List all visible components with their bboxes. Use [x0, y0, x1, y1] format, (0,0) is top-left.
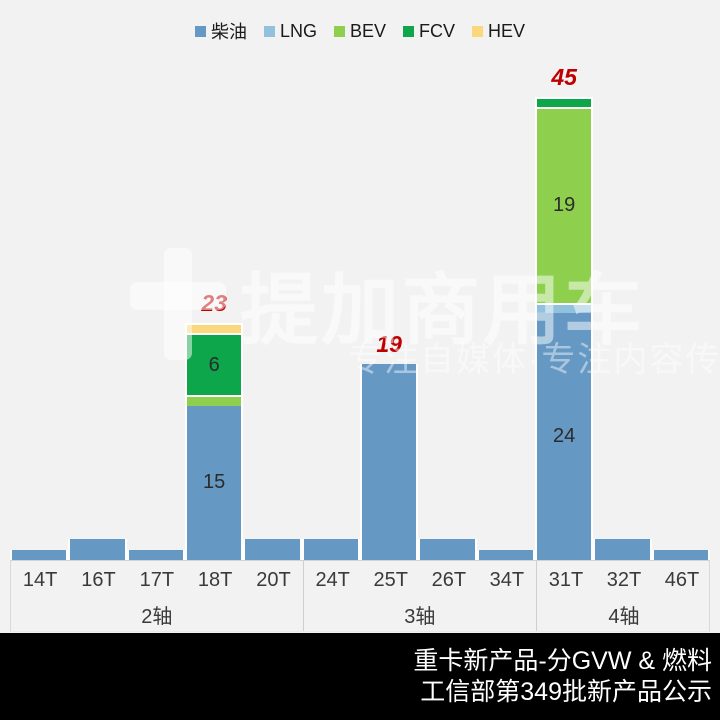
legend-swatch-icon — [472, 25, 484, 37]
legend-label: HEV — [488, 20, 526, 41]
bar-segment-柴油 — [68, 539, 127, 560]
bar-25T — [360, 0, 419, 560]
x-axis: 14T 16T 17T 18T 20T 2轴 24T 25T 26T 34T 3轴 31T 32T 46T… — [10, 560, 710, 632]
axis-category-row: 24T 25T 26T 34T — [304, 561, 536, 600]
bar-segment-柴油 — [476, 549, 535, 560]
bar-26T — [418, 0, 477, 560]
bar-16T — [68, 0, 127, 560]
legend-item: FCV — [403, 21, 455, 42]
axis-category-row: 31T 32T 46T — [537, 561, 711, 600]
x-axis-label: 24T — [315, 568, 350, 591]
legend-label: FCV — [419, 20, 456, 41]
bar-24T — [301, 0, 360, 560]
legend-swatch-icon — [403, 25, 415, 37]
x-axis-label: 31T — [548, 568, 584, 591]
bar-segment-柴油 — [126, 549, 185, 560]
axis-group-label: 4轴 — [608, 605, 640, 628]
x-axis-label: 14T — [22, 568, 58, 591]
x-axis-label: 18T — [197, 568, 233, 591]
x-axis-label: 26T — [431, 568, 467, 591]
legend-swatch-icon — [194, 25, 206, 37]
footer-subtitle: 工信部第349批新产品公示 — [420, 677, 712, 706]
bar-segment-LNG — [535, 302, 594, 313]
bar-32T — [593, 0, 652, 560]
total-value-label: 19 — [376, 331, 402, 358]
bar-segment-柴油 — [243, 539, 302, 560]
bar-segment-柴油: 15 — [185, 405, 244, 560]
bar-17T — [126, 0, 185, 560]
x-axis-label: 32T — [606, 568, 642, 591]
bar-segment-BEV: 19 — [535, 106, 594, 303]
x-axis-label: 34T — [489, 568, 525, 591]
legend-label: LNG — [279, 20, 317, 41]
x-axis-label: 16T — [81, 568, 116, 591]
total-value-label: 45 — [551, 63, 577, 90]
legend-item: HEV — [472, 21, 525, 42]
x-axis-label: 20T — [256, 568, 291, 591]
legend-swatch-icon — [263, 25, 275, 37]
axis-group-label: 2轴 — [141, 605, 173, 628]
x-axis-label: 25T — [373, 568, 408, 591]
segment-value-label: 24 — [553, 424, 576, 447]
footer-title: 重卡新产品-分GVW & 燃料 — [413, 646, 712, 675]
segment-value-label: 19 — [553, 194, 576, 217]
bar-segment-柴油 — [10, 549, 69, 560]
bar-34T — [476, 0, 535, 560]
axis-group-3轴: 24T 25T 26T 34T 3轴 — [302, 561, 536, 631]
axis-group-2轴: 14T 16T 17T 18T 20T 2轴 — [11, 561, 303, 631]
bar-segment-柴油 — [651, 549, 710, 560]
bar-segment-HEV — [185, 323, 244, 334]
legend-label: BEV — [349, 20, 387, 41]
bar-14T — [10, 0, 69, 560]
plot-area: 15 6 23 19 24 19 45 — [10, 0, 710, 560]
axis-group-label: 3轴 — [404, 605, 436, 628]
bar-31T: 24 19 — [535, 0, 594, 560]
bar-segment-柴油 — [360, 364, 419, 560]
bar-segment-FCV — [535, 96, 594, 107]
bar-segment-FCV: 6 — [185, 333, 244, 396]
bar-20T — [243, 0, 302, 560]
legend: 柴油 LNG BEV FCV HEV — [0, 16, 720, 46]
bar-segment-柴油 — [301, 539, 360, 560]
x-axis-label: 46T — [664, 568, 700, 591]
segment-value-label: 15 — [203, 471, 226, 494]
segment-value-label: 6 — [208, 353, 220, 376]
legend-item: 柴油 — [194, 18, 247, 44]
bar-segment-柴油 — [418, 539, 477, 560]
x-axis-label: 17T — [139, 568, 175, 591]
bar-segment-BEV — [185, 395, 244, 406]
bar-segment-柴油: 24 — [535, 312, 594, 560]
bar-segment-柴油 — [593, 539, 652, 560]
footer-banner: 重卡新产品-分GVW & 燃料 工信部第349批新产品公示 — [0, 633, 720, 720]
legend-swatch-icon — [333, 25, 345, 37]
axis-category-row: 14T 16T 17T 18T 20T — [11, 561, 303, 600]
legend-item: LNG — [263, 20, 317, 42]
bar-46T — [651, 0, 710, 560]
axis-group-4轴: 31T 32T 46T 4轴 — [535, 561, 711, 631]
total-value-label: 23 — [201, 290, 227, 317]
legend-label: 柴油 — [210, 22, 247, 42]
bar-18T: 15 6 — [185, 0, 244, 560]
legend-item: BEV — [333, 20, 387, 42]
